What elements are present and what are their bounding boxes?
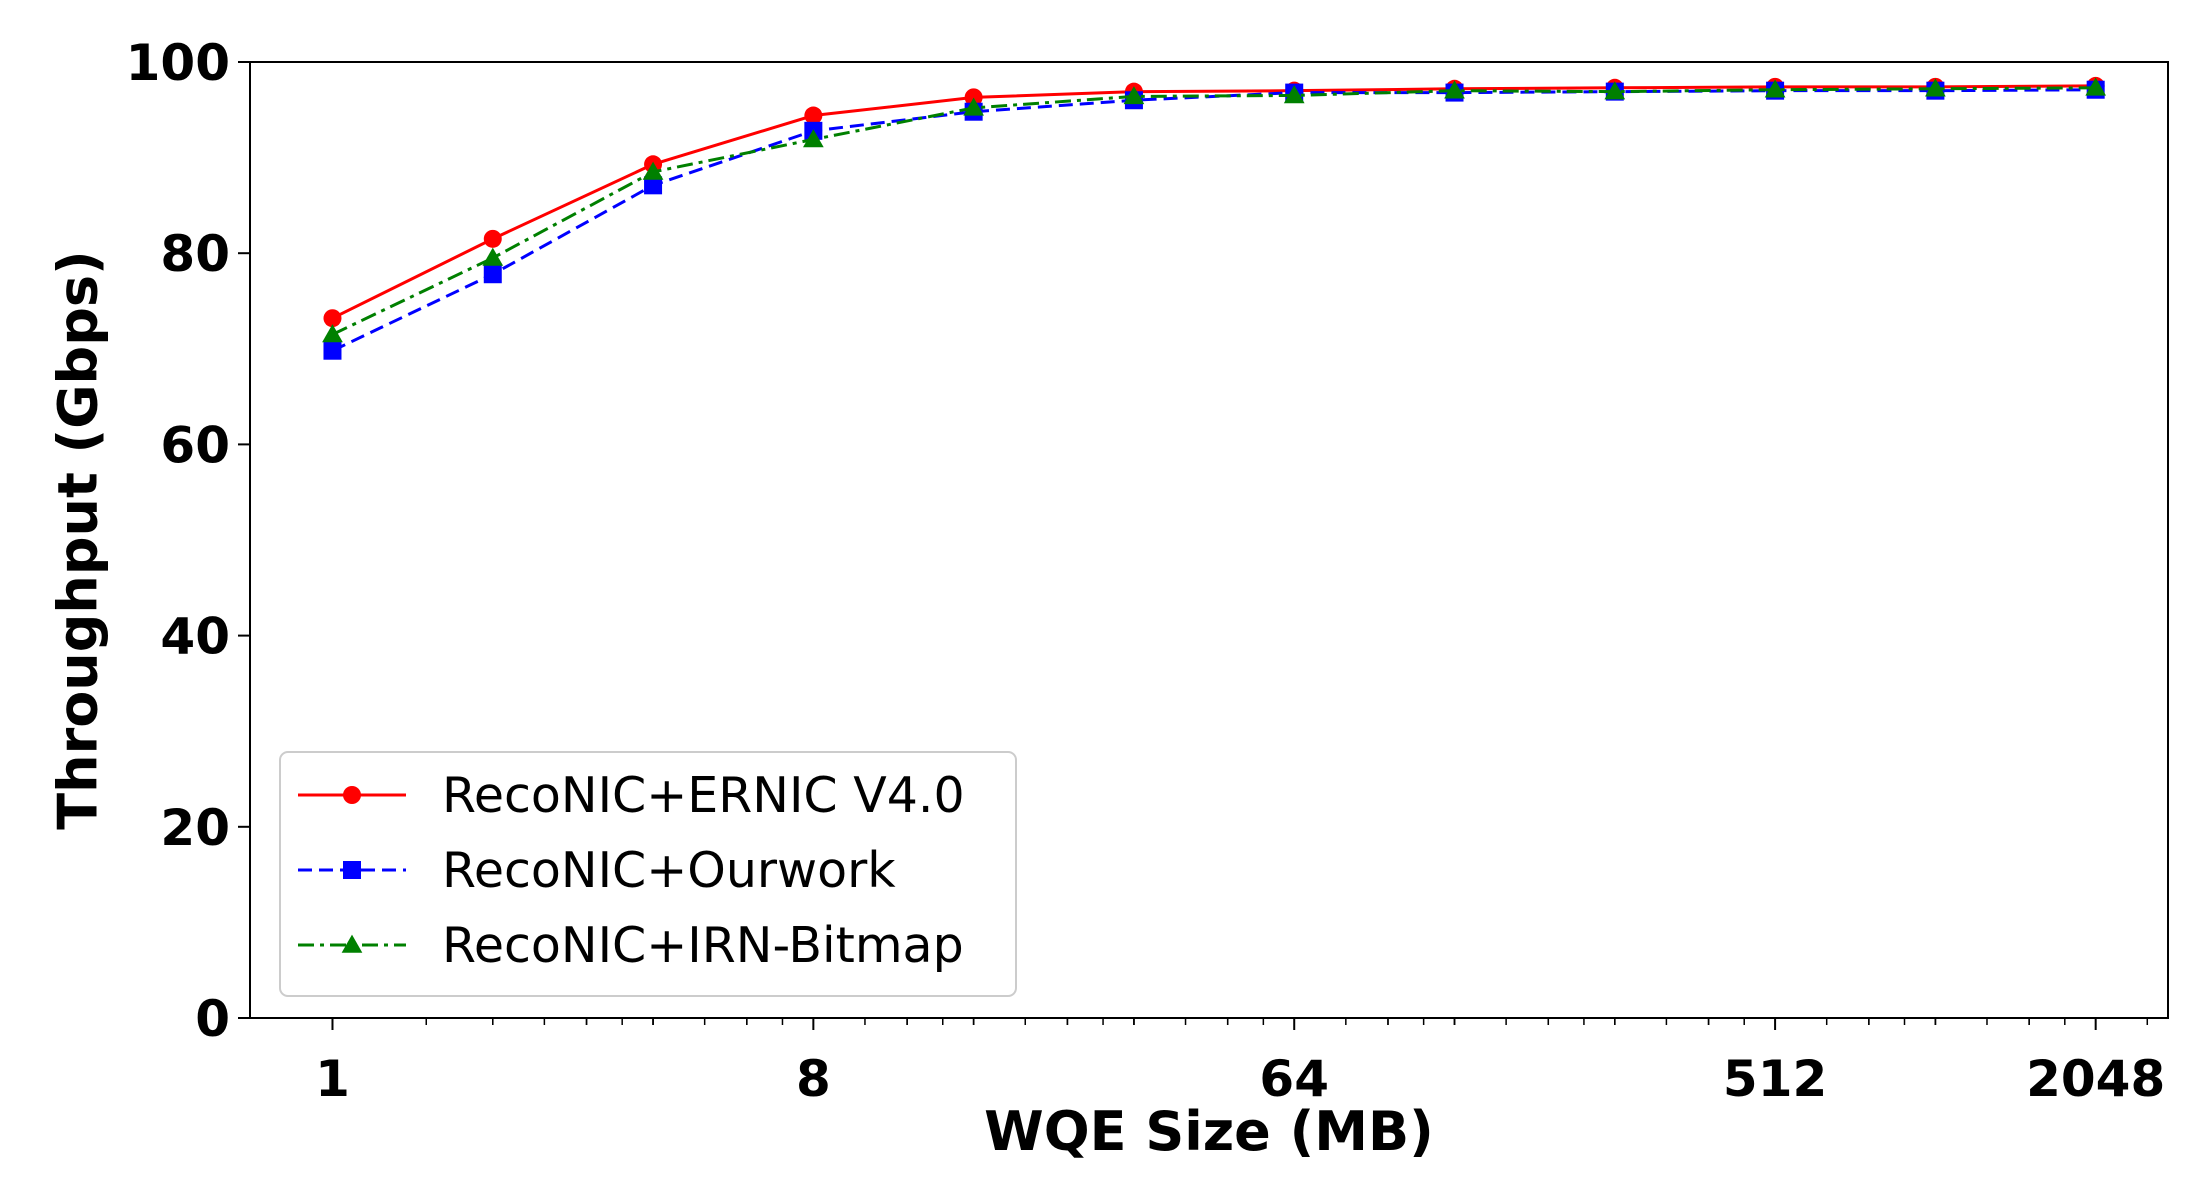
legend: RecoNIC+ERNIC V4.0 RecoNIC+Ourwork RecoNIC…: [279, 751, 1017, 997]
data-point: [1444, 80, 1465, 99]
y-tick-label: 0: [195, 990, 230, 1048]
data-point: [642, 161, 664, 180]
y-axis-title: Throughput (Gbps): [47, 250, 110, 829]
series-3: [322, 77, 2107, 343]
x-tick-label: 2048: [2026, 1050, 2165, 1108]
legend-label: RecoNIC+Ourwork: [442, 842, 896, 899]
data-point: [803, 129, 824, 148]
series-line: [331, 84, 2096, 320]
x-tick-label: 1: [315, 1050, 350, 1108]
y-tick-label: 20: [160, 799, 230, 857]
data-point: [644, 176, 663, 195]
data-point: [1283, 85, 1305, 104]
data-point: [322, 324, 343, 343]
x-axis-title: WQE Size (MB): [984, 1100, 1434, 1163]
data-point: [323, 341, 342, 360]
legend-marker: [343, 861, 361, 879]
data-point: [964, 88, 983, 107]
data-point: [483, 265, 502, 284]
y-axis: 0 20 40 60 80 100: [126, 34, 250, 1048]
data-point: [483, 229, 502, 248]
series-line: [331, 86, 2096, 336]
legend-box: [279, 751, 1017, 997]
data-point: [482, 247, 504, 266]
series-layer: [322, 76, 2107, 360]
y-tick-label: 40: [160, 608, 230, 666]
legend-marker: [343, 786, 361, 804]
data-point: [2085, 77, 2107, 96]
x-axis: 1 8 64 512 2048: [315, 1018, 2165, 1108]
y-tick-label: 100: [126, 34, 230, 92]
legend-label: RecoNIC+IRN-Bitmap: [442, 917, 964, 974]
x-tick-label: 512: [1723, 1050, 1827, 1108]
data-point: [804, 106, 823, 125]
data-point: [963, 97, 984, 116]
legend-marker: [341, 934, 363, 953]
y-tick-label: 60: [160, 416, 230, 474]
data-point: [1604, 81, 1626, 100]
data-point: [1764, 79, 1786, 98]
data-point: [1925, 78, 1946, 97]
x-tick-label: 64: [1259, 1050, 1329, 1108]
y-tick-label: 80: [160, 225, 230, 283]
data-point: [1123, 86, 1145, 105]
data-point: [323, 309, 342, 328]
legend-label: RecoNIC+ERNIC V4.0: [442, 767, 965, 824]
x-tick-label: 8: [796, 1050, 831, 1108]
